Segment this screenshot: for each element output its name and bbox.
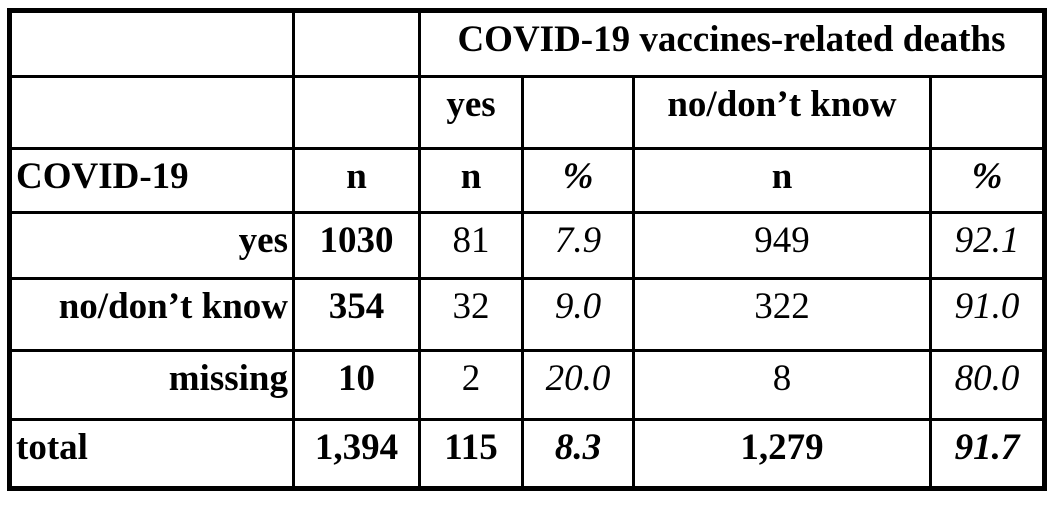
cell-no-no-percent: 91.0 [929,277,1046,352]
cell-yes-n-total: 1030 [292,211,421,280]
cell-no-no-n: 322 [632,277,932,352]
row-label-yes: yes [8,211,295,280]
table-row-column-headers: COVID-19 n n % n % [8,147,1046,214]
group-header-yes: yes [418,75,524,150]
row-label-total: total [8,418,295,490]
column-header-yes-percent: % [521,147,635,214]
group-header-no-dont-know: no/don’t know [632,75,932,150]
cell-missing-n-total: 10 [292,349,421,421]
cell-missing-yes-percent: 20.0 [521,349,635,421]
blank-cell [929,75,1046,150]
blank-cell [521,75,635,150]
blank-cell [8,75,295,150]
span-header-covid-vaccine-deaths: COVID-19 vaccines-related deaths [418,9,1046,78]
cell-total-yes-n: 115 [418,418,524,490]
column-header-yes-n: n [418,147,524,214]
cell-no-yes-n: 32 [418,277,524,352]
row-label-missing: missing [8,349,295,421]
row-label-no-dont-know: no/don’t know [8,277,295,352]
cell-total-no-percent: 91.7 [929,418,1046,490]
cell-yes-no-n: 949 [632,211,932,280]
column-header-covid19: COVID-19 [8,147,295,214]
table-row-no-dont-know: no/don’t know 354 32 9.0 322 91.0 [8,277,1046,352]
cell-yes-yes-percent: 7.9 [521,211,635,280]
blank-cell [292,75,421,150]
cell-missing-no-percent: 80.0 [929,349,1046,421]
column-header-n-total: n [292,147,421,214]
cell-yes-no-percent: 92.1 [929,211,1046,280]
table-row-total: total 1,394 115 8.3 1,279 91.7 [8,418,1046,490]
cell-total-yes-percent: 8.3 [521,418,635,490]
blank-cell [292,9,421,78]
cell-total-no-n: 1,279 [632,418,932,490]
cell-total-n-total: 1,394 [292,418,421,490]
table-row-group-headers: yes no/don’t know [8,75,1046,150]
table-row-missing: missing 10 2 20.0 8 80.0 [8,349,1046,421]
column-header-no-n: n [632,147,932,214]
cell-missing-yes-n: 2 [418,349,524,421]
cell-yes-yes-n: 81 [418,211,524,280]
cell-missing-no-n: 8 [632,349,932,421]
cell-no-yes-percent: 9.0 [521,277,635,352]
table-row-span-header: COVID-19 vaccines-related deaths [8,9,1046,78]
cell-no-n-total: 354 [292,277,421,352]
table-row-yes: yes 1030 81 7.9 949 92.1 [8,211,1046,280]
column-header-no-percent: % [929,147,1046,214]
covid19-vaccine-deaths-crosstab-table: COVID-19 vaccines-related deaths yes no/… [7,8,1047,491]
blank-cell [8,9,295,78]
